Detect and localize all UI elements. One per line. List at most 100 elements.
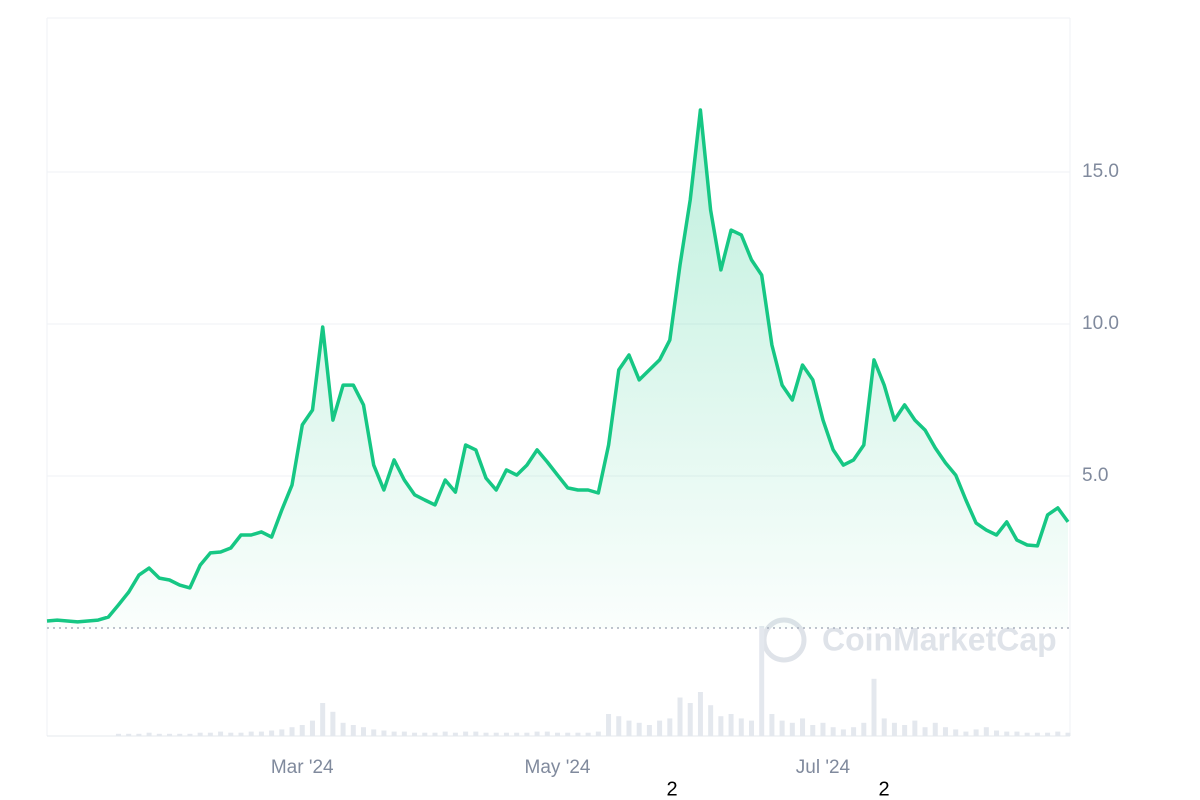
volume-bar xyxy=(544,731,550,736)
volume-bar xyxy=(442,731,448,736)
volume-bar xyxy=(228,732,234,736)
volume-bar xyxy=(830,727,836,736)
volume-bar xyxy=(1014,731,1020,736)
volume-bar xyxy=(473,731,479,736)
volume-bar xyxy=(1034,732,1040,736)
volume-bar xyxy=(840,729,846,736)
volume-bar xyxy=(708,705,714,736)
volume-bar xyxy=(769,714,775,736)
volume-bar xyxy=(493,732,499,736)
volume-bar xyxy=(350,725,356,736)
y-tick-label: 5.0 xyxy=(1082,465,1108,486)
volume-bar xyxy=(789,722,795,736)
volume-bar xyxy=(912,720,918,736)
volume-bar xyxy=(299,725,305,736)
volume-bar xyxy=(871,678,877,736)
volume-bar xyxy=(585,732,591,736)
volume-bar xyxy=(258,731,264,736)
volume-bar xyxy=(463,731,469,736)
volume-bar xyxy=(748,720,754,736)
volume-bar xyxy=(248,731,254,736)
volume-bar xyxy=(626,720,632,736)
x-tick-label: Jul '24 xyxy=(796,757,851,778)
volume-bar xyxy=(167,733,173,736)
volume-bar xyxy=(687,703,693,736)
volume-bar xyxy=(646,725,652,736)
volume-bar xyxy=(810,725,816,736)
volume-bar xyxy=(483,732,489,736)
volume-bar xyxy=(677,697,683,736)
volume-bar xyxy=(330,711,336,736)
x-tick-label: Mar '24 xyxy=(271,757,334,778)
volume-bar xyxy=(800,718,806,736)
volume-bar xyxy=(565,732,571,736)
volume-bar xyxy=(555,732,560,736)
volume-bar xyxy=(340,722,346,736)
volume-bar xyxy=(289,727,295,736)
volume-bar xyxy=(697,692,703,736)
volume-bar xyxy=(575,732,581,736)
volume-bar xyxy=(115,733,121,736)
volume-bar xyxy=(718,716,724,736)
volume-bar xyxy=(1045,732,1051,736)
volume-bar xyxy=(534,731,540,736)
volume-bar xyxy=(891,722,897,736)
y-tick-label: 10.0 xyxy=(1082,313,1119,334)
volume-bar xyxy=(197,732,203,736)
volume-bar xyxy=(942,727,948,736)
volume-bar xyxy=(1065,732,1071,736)
volume-bar xyxy=(452,732,458,736)
volume-bar xyxy=(851,727,857,736)
volume-bar xyxy=(279,729,285,736)
volume-bar xyxy=(983,727,989,736)
volume-bar xyxy=(973,729,979,736)
volume-bar xyxy=(269,730,275,736)
volume-bar xyxy=(932,722,938,736)
volume-bar xyxy=(667,718,673,736)
y-tick-label: 15.0 xyxy=(1082,161,1119,182)
bottom-label: 2 xyxy=(878,778,889,800)
volume-bar xyxy=(524,732,530,736)
area-fill xyxy=(47,110,1068,628)
volume-bar xyxy=(820,722,826,736)
volume-bar xyxy=(657,720,663,736)
volume-bar xyxy=(963,731,969,736)
volume-bar xyxy=(1024,732,1030,736)
volume-bar xyxy=(391,731,397,736)
volume-bar xyxy=(432,732,438,736)
volume-bar xyxy=(616,716,622,736)
bottom-label: 2 xyxy=(666,778,677,800)
volume-bar xyxy=(595,731,601,736)
volume-bar xyxy=(922,727,928,736)
volume-bar xyxy=(136,733,142,736)
volume-bar xyxy=(881,718,887,736)
volume-bar xyxy=(1004,731,1010,736)
volume-bar xyxy=(309,720,315,736)
volume-bar xyxy=(779,720,785,736)
volume-bar xyxy=(514,732,520,736)
volume-bar xyxy=(636,722,642,736)
volume-bar xyxy=(738,718,744,736)
volume-bar xyxy=(861,722,867,736)
volume-bar xyxy=(218,731,224,736)
volume-bar xyxy=(1055,731,1061,736)
volume-bar xyxy=(371,729,377,736)
volume-bar xyxy=(361,727,367,736)
volume-bar xyxy=(759,626,765,736)
volume-bar xyxy=(401,731,407,736)
x-tick-label: May '24 xyxy=(525,757,591,778)
volume-bar xyxy=(728,714,734,736)
volume-bar xyxy=(126,733,132,736)
volume-bar xyxy=(187,733,193,736)
volume-bar xyxy=(177,733,183,736)
volume-bar xyxy=(412,732,418,736)
volume-bar xyxy=(156,733,162,736)
volume-bar xyxy=(422,732,428,736)
volume-bar xyxy=(994,730,1000,736)
volume-bar xyxy=(606,714,612,736)
volume-bar xyxy=(503,732,509,736)
volume-bar xyxy=(953,729,959,736)
price-line xyxy=(46,108,1070,624)
volume-bar xyxy=(146,732,152,736)
